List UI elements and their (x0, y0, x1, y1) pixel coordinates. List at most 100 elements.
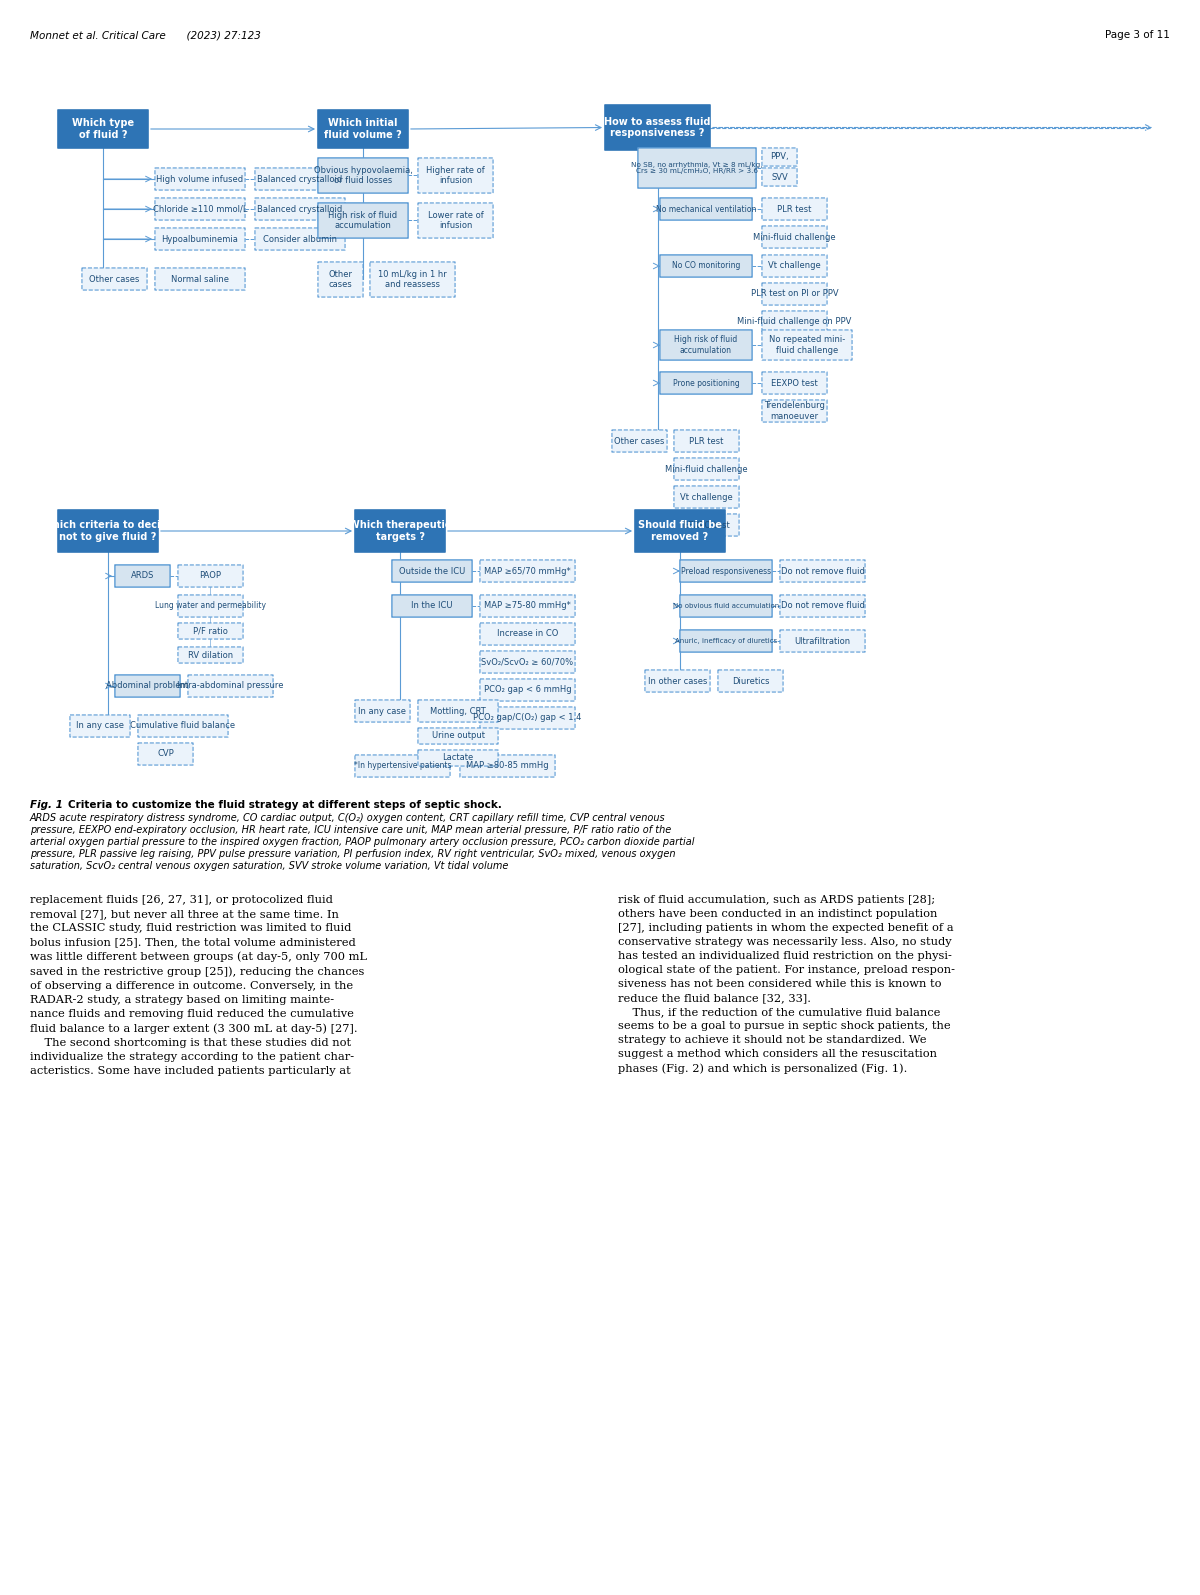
FancyBboxPatch shape (480, 651, 575, 673)
Text: Do not remove fluid: Do not remove fluid (780, 601, 864, 611)
Text: No CO monitoring: No CO monitoring (672, 262, 740, 271)
Text: PCO₂ gap < 6 mmHg: PCO₂ gap < 6 mmHg (484, 686, 571, 694)
Text: risk of fluid accumulation, such as ARDS patients [28];
others have been conduct: risk of fluid accumulation, such as ARDS… (618, 895, 955, 1073)
FancyBboxPatch shape (115, 565, 170, 587)
FancyBboxPatch shape (155, 198, 245, 220)
FancyBboxPatch shape (638, 148, 756, 188)
Text: Anuric, inefficacy of diuretics: Anuric, inefficacy of diuretics (674, 638, 778, 644)
Text: Criteria to customize the fluid strategy at different steps of septic shock.: Criteria to customize the fluid strategy… (68, 801, 502, 810)
Text: Ultrafiltration: Ultrafiltration (794, 636, 851, 646)
Text: Increase in CO: Increase in CO (497, 630, 558, 638)
FancyBboxPatch shape (480, 560, 575, 582)
FancyBboxPatch shape (762, 282, 827, 305)
FancyBboxPatch shape (418, 158, 493, 193)
Text: Which criteria to decide
not to give fluid ?: Which criteria to decide not to give flu… (42, 520, 174, 542)
Text: Intra-abdominal pressure: Intra-abdominal pressure (178, 681, 283, 691)
FancyBboxPatch shape (780, 595, 865, 617)
FancyBboxPatch shape (674, 486, 739, 509)
Text: PLR test on PI or PPV: PLR test on PI or PPV (751, 290, 839, 298)
Text: Which therapeutic
targets ?: Which therapeutic targets ? (349, 520, 451, 542)
Text: 10 mL/kg in 1 hr
and reassess: 10 mL/kg in 1 hr and reassess (378, 270, 446, 289)
Text: RV dilation: RV dilation (188, 651, 233, 659)
Text: No mechanical ventilation: No mechanical ventilation (656, 204, 756, 214)
FancyBboxPatch shape (318, 262, 364, 297)
Text: SvO₂/ScvO₂ ≥ 60/70%: SvO₂/ScvO₂ ≥ 60/70% (481, 657, 574, 667)
Text: PLR test: PLR test (778, 204, 811, 214)
FancyBboxPatch shape (674, 431, 739, 451)
FancyBboxPatch shape (318, 158, 408, 193)
Text: Trendelenburg
manoeuver: Trendelenburg manoeuver (764, 402, 824, 421)
FancyBboxPatch shape (138, 715, 228, 737)
Text: Page 3 of 11: Page 3 of 11 (1105, 30, 1170, 40)
Text: PAOP: PAOP (199, 571, 222, 581)
FancyBboxPatch shape (762, 311, 827, 333)
Text: Urine output: Urine output (432, 732, 485, 740)
Text: In other cases: In other cases (648, 676, 707, 686)
FancyBboxPatch shape (370, 262, 455, 297)
FancyBboxPatch shape (418, 750, 498, 766)
FancyBboxPatch shape (762, 330, 852, 360)
FancyBboxPatch shape (762, 148, 797, 166)
Text: CVP: CVP (157, 750, 174, 759)
Text: Lactate: Lactate (443, 753, 474, 762)
Text: No repeated mini-
fluid challenge: No repeated mini- fluid challenge (769, 335, 845, 354)
FancyBboxPatch shape (188, 675, 274, 697)
Text: Mottling, CRT: Mottling, CRT (430, 707, 486, 716)
Text: PCO₂ gap/C(O₂) gap < 1.4: PCO₂ gap/C(O₂) gap < 1.4 (473, 713, 582, 723)
Text: pressure, PLR passive leg raising, PPV pulse pressure variation, PI perfusion in: pressure, PLR passive leg raising, PPV p… (30, 849, 676, 860)
Text: Outside the ICU: Outside the ICU (398, 566, 466, 576)
Text: MAP ≥80-85 mmHg: MAP ≥80-85 mmHg (466, 761, 548, 770)
Text: Abdominal problem: Abdominal problem (106, 681, 188, 691)
FancyBboxPatch shape (155, 167, 245, 190)
Text: Which type
of fluid ?: Which type of fluid ? (72, 118, 134, 140)
FancyBboxPatch shape (660, 198, 752, 220)
Text: EEXPO test: EEXPO test (772, 378, 818, 388)
FancyBboxPatch shape (318, 110, 408, 148)
FancyBboxPatch shape (178, 565, 244, 587)
Text: Other cases: Other cases (614, 437, 665, 445)
FancyBboxPatch shape (178, 595, 244, 617)
Text: Hypoalbuminemia: Hypoalbuminemia (162, 234, 239, 244)
Text: High volume infused: High volume infused (156, 174, 244, 183)
FancyBboxPatch shape (480, 595, 575, 617)
FancyBboxPatch shape (718, 670, 784, 692)
FancyBboxPatch shape (115, 675, 180, 697)
Text: Chloride ≥110 mmol/L: Chloride ≥110 mmol/L (152, 204, 247, 214)
FancyBboxPatch shape (70, 715, 130, 737)
Text: Vt challenge: Vt challenge (680, 493, 733, 501)
FancyBboxPatch shape (660, 372, 752, 394)
FancyBboxPatch shape (418, 203, 493, 238)
Text: Balanced crystalloid: Balanced crystalloid (257, 204, 343, 214)
FancyBboxPatch shape (318, 203, 408, 238)
FancyBboxPatch shape (254, 228, 346, 250)
Text: No SB, no arrhythmia, Vt ≥ 8 mL/kg,
Crs ≥ 30 mL/cmH₂O, HR/RR > 3.6: No SB, no arrhythmia, Vt ≥ 8 mL/kg, Crs … (631, 161, 763, 174)
FancyBboxPatch shape (355, 510, 445, 552)
FancyBboxPatch shape (460, 754, 556, 777)
Text: EEXPO test: EEXPO test (683, 520, 730, 530)
FancyBboxPatch shape (138, 743, 193, 766)
Text: In any case: In any case (76, 721, 124, 731)
Text: In any case: In any case (359, 707, 407, 716)
Text: Lower rate of
infusion: Lower rate of infusion (427, 211, 484, 230)
Text: SVV: SVV (772, 172, 788, 182)
FancyBboxPatch shape (392, 560, 472, 582)
Text: Preload responsiveness: Preload responsiveness (680, 566, 772, 576)
Text: PLR test: PLR test (689, 437, 724, 445)
Text: Vt challenge: Vt challenge (768, 262, 821, 271)
FancyBboxPatch shape (780, 630, 865, 652)
FancyBboxPatch shape (480, 707, 575, 729)
FancyBboxPatch shape (762, 400, 827, 423)
Text: ARDS acute respiratory distress syndrome, CO cardiac output, C(O₂) oxygen conten: ARDS acute respiratory distress syndrome… (30, 813, 666, 823)
Text: Other
cases: Other cases (329, 270, 353, 289)
Text: MAP ≥75-80 mmHg*: MAP ≥75-80 mmHg* (484, 601, 571, 611)
FancyBboxPatch shape (480, 624, 575, 644)
FancyBboxPatch shape (355, 754, 450, 777)
FancyBboxPatch shape (82, 268, 148, 290)
Text: MAP ≥65/70 mmHg*: MAP ≥65/70 mmHg* (484, 566, 571, 576)
FancyBboxPatch shape (680, 595, 772, 617)
FancyBboxPatch shape (418, 700, 498, 723)
Text: Balanced crystalloid: Balanced crystalloid (257, 174, 343, 183)
Text: Fig. 1: Fig. 1 (30, 801, 62, 810)
Text: Diuretics: Diuretics (732, 676, 769, 686)
FancyBboxPatch shape (680, 630, 772, 652)
